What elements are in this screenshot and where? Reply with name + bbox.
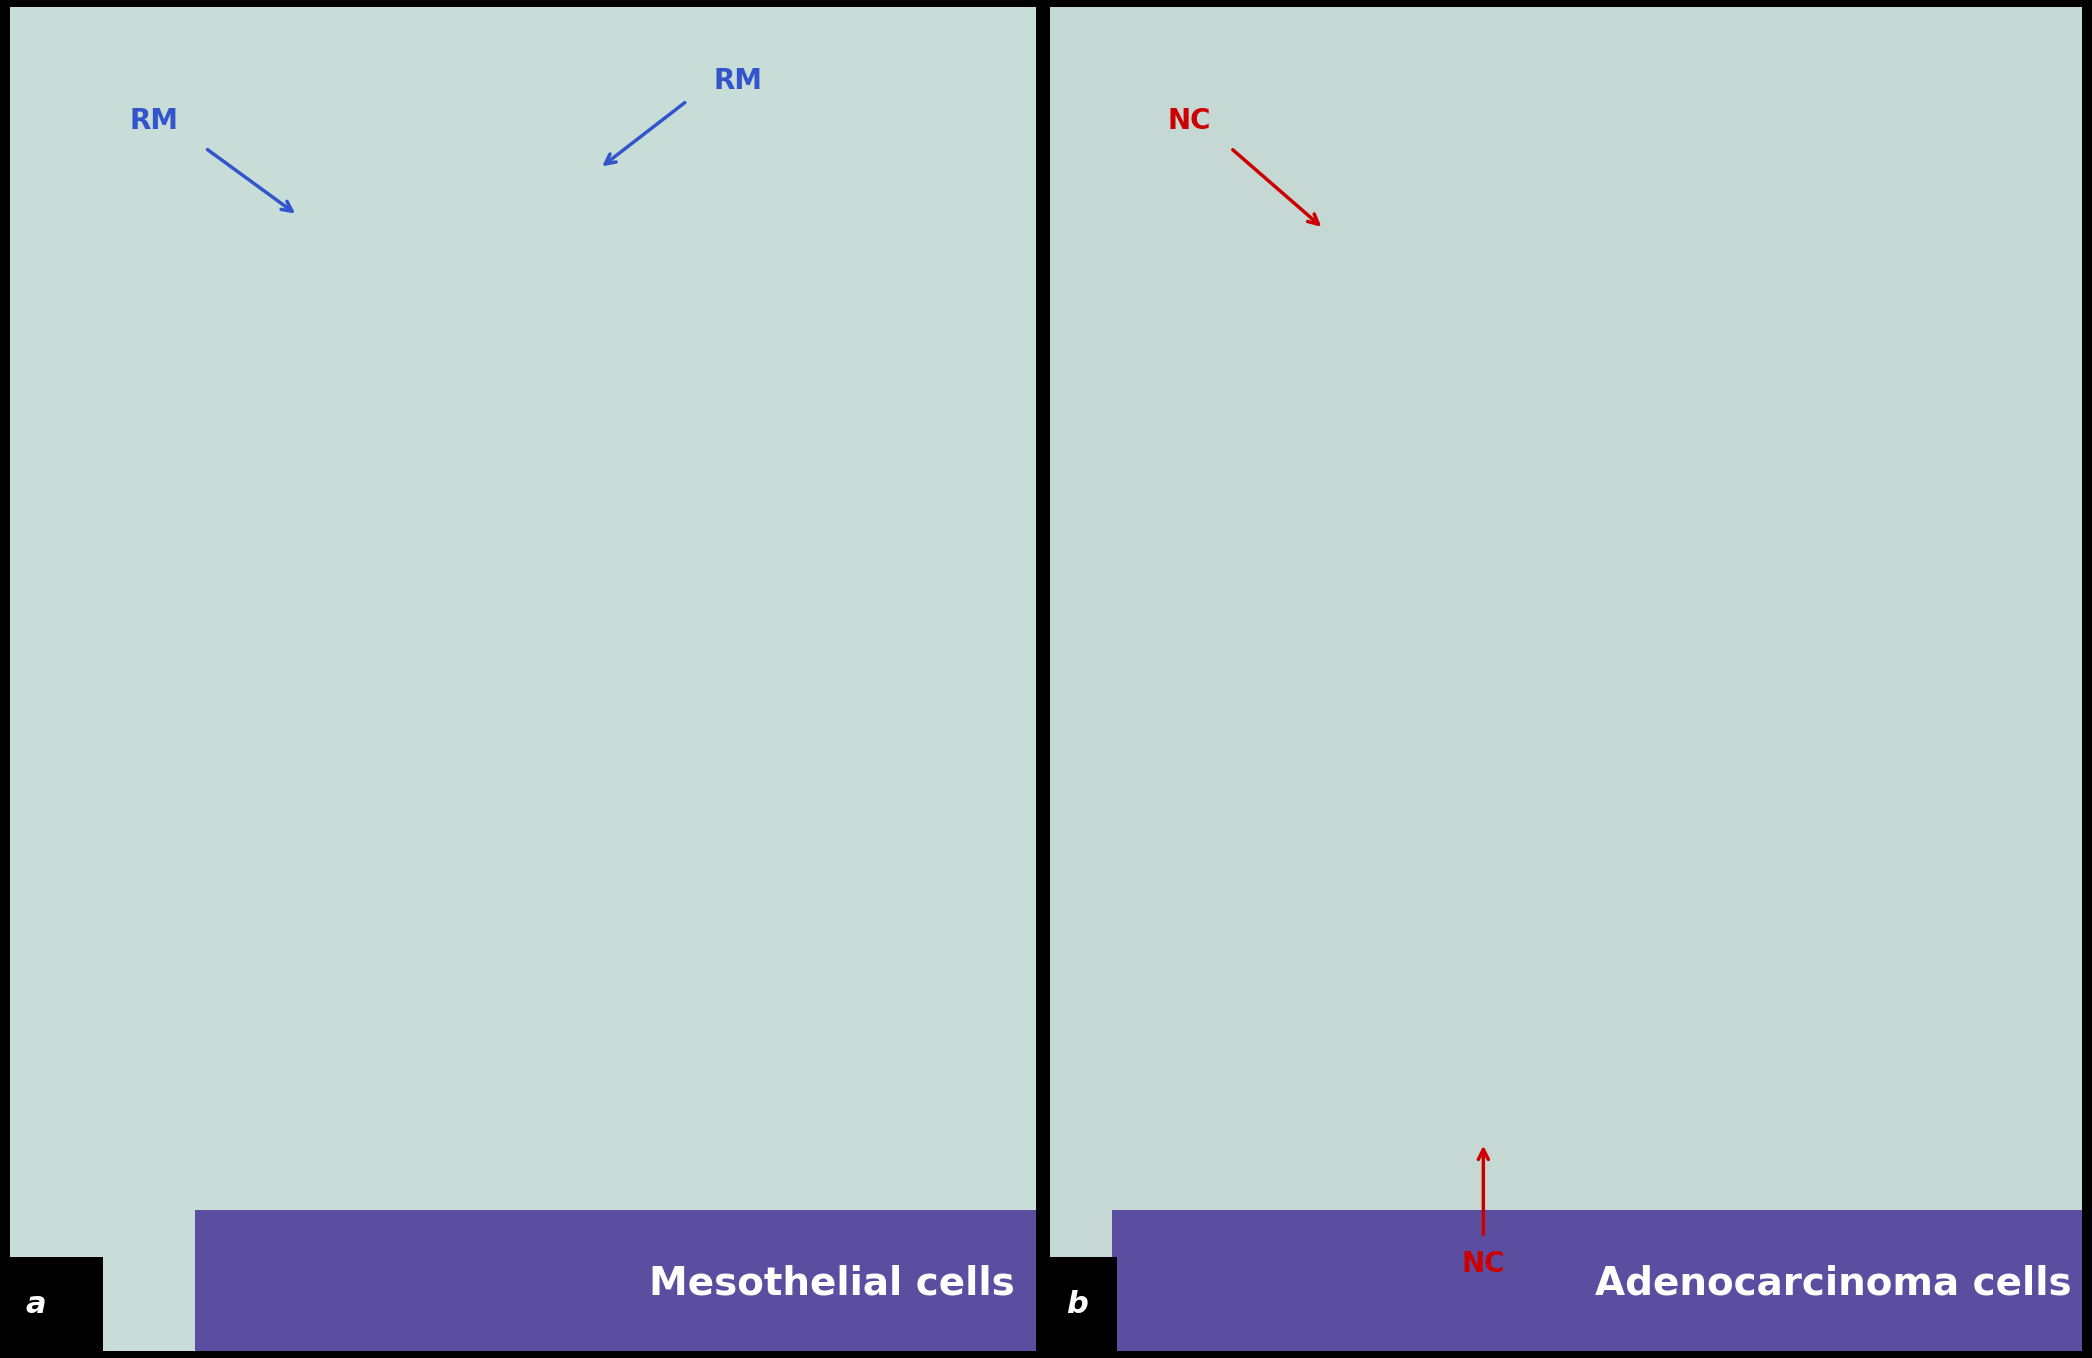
Text: RM: RM (713, 67, 764, 95)
Text: NC: NC (1462, 1249, 1504, 1278)
Text: Mesothelial cells: Mesothelial cells (649, 1266, 1015, 1302)
Text: NC: NC (1167, 107, 1211, 134)
FancyBboxPatch shape (1113, 1210, 2082, 1351)
Text: a: a (25, 1290, 46, 1319)
FancyBboxPatch shape (1050, 1258, 1117, 1351)
Text: RM: RM (130, 107, 178, 134)
Text: Adenocarcinoma cells: Adenocarcinoma cells (1594, 1266, 2071, 1302)
FancyBboxPatch shape (10, 1258, 103, 1351)
FancyBboxPatch shape (195, 1210, 1036, 1351)
Text: b: b (1065, 1290, 1088, 1319)
